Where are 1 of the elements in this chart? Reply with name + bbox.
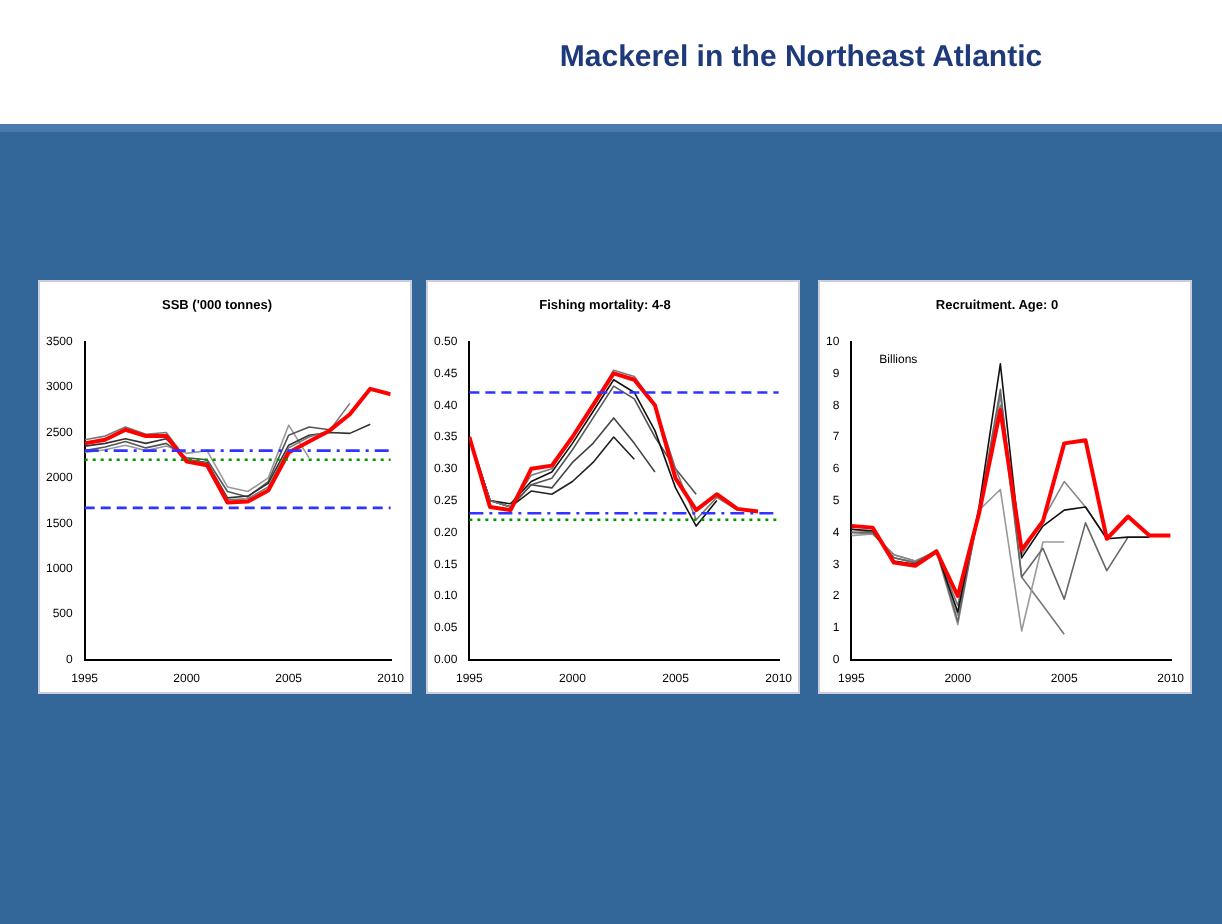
text: Mackerel in the Northeast Atlantic xyxy=(557,40,1045,74)
